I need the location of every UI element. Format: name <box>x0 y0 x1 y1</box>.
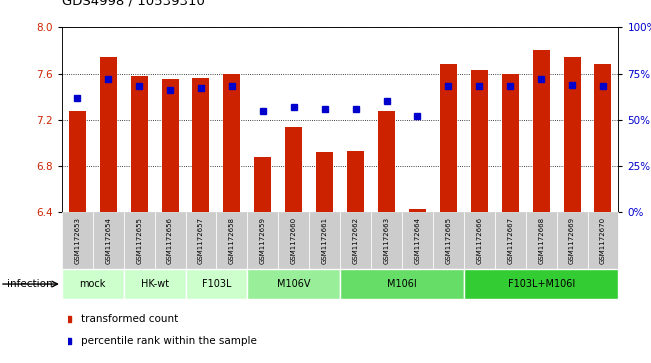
Bar <box>255 157 271 212</box>
Text: GSM1172664: GSM1172664 <box>415 217 421 264</box>
Text: infection: infection <box>7 279 52 289</box>
Bar <box>62 212 92 269</box>
Bar <box>594 64 611 212</box>
Bar <box>193 78 210 212</box>
Bar <box>533 50 549 212</box>
Text: F103L+M106I: F103L+M106I <box>508 279 575 289</box>
Bar <box>216 212 247 269</box>
Text: GSM1172667: GSM1172667 <box>507 217 513 264</box>
Text: GSM1172658: GSM1172658 <box>229 217 235 264</box>
Bar <box>309 212 340 269</box>
Bar <box>92 212 124 269</box>
Bar <box>464 269 618 299</box>
Bar <box>564 57 581 212</box>
Bar <box>409 209 426 212</box>
Text: GSM1172660: GSM1172660 <box>291 217 297 264</box>
Bar <box>471 70 488 212</box>
Bar <box>186 212 216 269</box>
Text: GSM1172670: GSM1172670 <box>600 217 606 264</box>
Bar <box>464 212 495 269</box>
Bar <box>433 212 464 269</box>
Bar <box>154 212 186 269</box>
Text: GSM1172666: GSM1172666 <box>477 217 482 264</box>
Text: GSM1172665: GSM1172665 <box>445 217 451 264</box>
Text: GSM1172663: GSM1172663 <box>383 217 389 264</box>
Bar <box>371 212 402 269</box>
Text: HK-wt: HK-wt <box>141 279 169 289</box>
Bar <box>440 64 457 212</box>
Text: GSM1172655: GSM1172655 <box>136 217 142 264</box>
Bar <box>124 269 186 299</box>
Bar <box>161 79 178 212</box>
Text: M106I: M106I <box>387 279 417 289</box>
Text: mock: mock <box>79 279 106 289</box>
Bar <box>131 76 148 212</box>
Bar <box>69 110 86 212</box>
Bar <box>525 212 557 269</box>
Bar <box>495 212 525 269</box>
Text: GSM1172662: GSM1172662 <box>353 217 359 264</box>
Text: F103L: F103L <box>202 279 231 289</box>
Bar <box>278 212 309 269</box>
Bar <box>340 269 464 299</box>
Bar <box>587 212 618 269</box>
Bar <box>347 151 364 212</box>
Text: GSM1172668: GSM1172668 <box>538 217 544 264</box>
Bar <box>100 57 117 212</box>
Bar <box>557 212 587 269</box>
Text: percentile rank within the sample: percentile rank within the sample <box>81 336 257 346</box>
Text: GSM1172654: GSM1172654 <box>105 217 111 264</box>
Text: transformed count: transformed count <box>81 314 178 325</box>
Bar <box>502 73 519 212</box>
Bar <box>186 269 247 299</box>
Bar <box>62 269 124 299</box>
Text: GDS4998 / 10539310: GDS4998 / 10539310 <box>62 0 204 7</box>
Bar <box>285 127 302 212</box>
Bar <box>124 212 154 269</box>
Bar <box>378 110 395 212</box>
Text: GSM1172661: GSM1172661 <box>322 217 327 264</box>
Bar <box>247 269 340 299</box>
Text: GSM1172659: GSM1172659 <box>260 217 266 264</box>
Bar <box>340 212 371 269</box>
Text: GSM1172657: GSM1172657 <box>198 217 204 264</box>
Bar <box>402 212 433 269</box>
Text: M106V: M106V <box>277 279 311 289</box>
Bar <box>223 73 240 212</box>
Bar <box>247 212 278 269</box>
Text: GSM1172669: GSM1172669 <box>569 217 575 264</box>
Bar <box>316 152 333 212</box>
Text: GSM1172653: GSM1172653 <box>74 217 80 264</box>
Text: GSM1172656: GSM1172656 <box>167 217 173 264</box>
